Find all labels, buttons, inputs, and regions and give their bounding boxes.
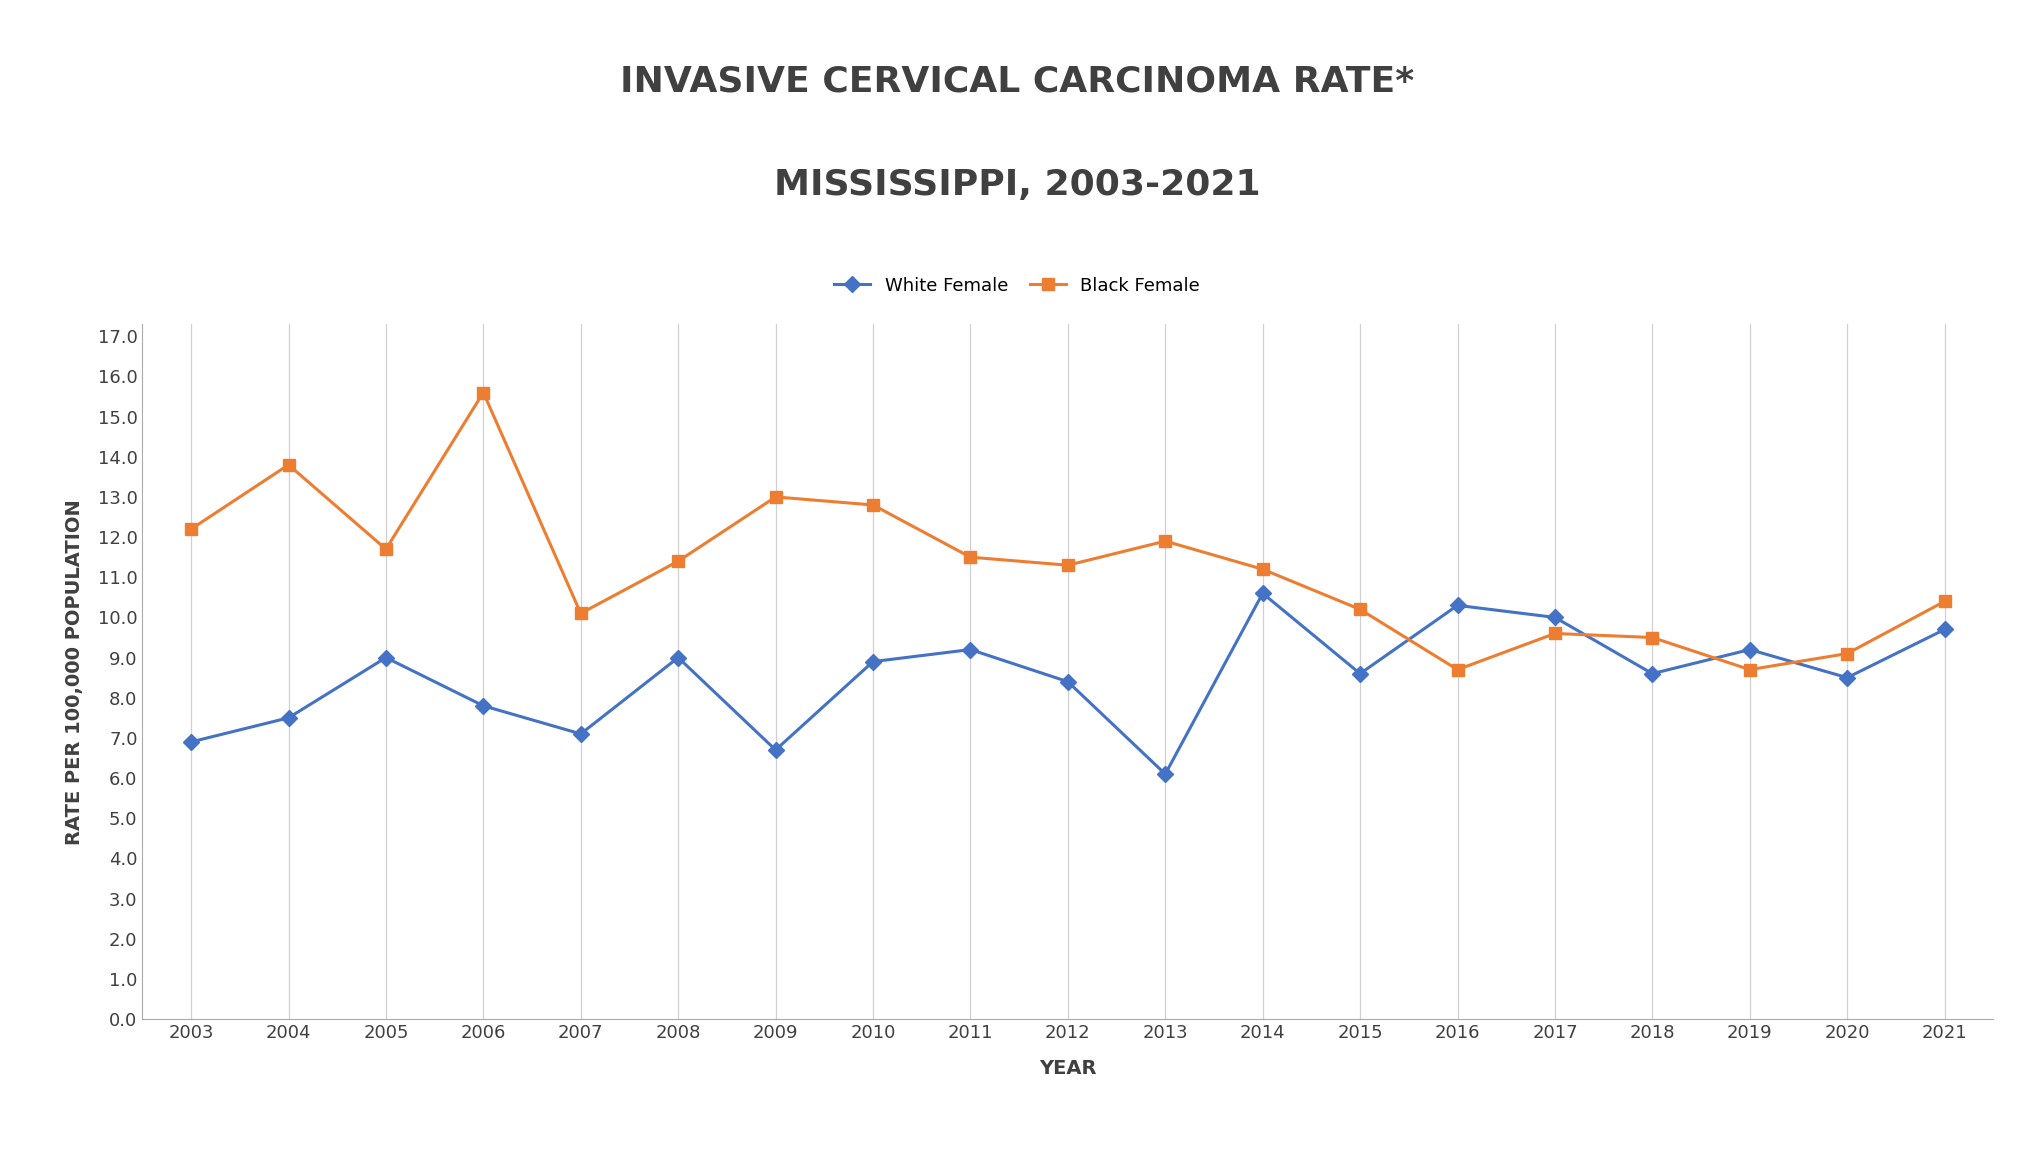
Black Female	[179, 522, 203, 536]
Black Female	[570, 607, 594, 621]
White Female	[1932, 623, 1957, 637]
White Female	[1639, 667, 1664, 681]
Black Female	[1932, 594, 1957, 608]
Black Female	[277, 457, 301, 471]
White Female	[1153, 767, 1178, 780]
White Female	[1251, 586, 1275, 600]
White Female	[1056, 675, 1080, 689]
Black Female	[860, 498, 885, 512]
White Female	[860, 654, 885, 668]
X-axis label: YEAR: YEAR	[1039, 1058, 1096, 1078]
White Female	[763, 743, 787, 757]
White Female	[570, 727, 594, 741]
Black Female	[1349, 602, 1373, 616]
White Female	[1446, 599, 1471, 613]
White Female	[1542, 610, 1566, 624]
Text: MISSISSIPPI, 2003-2021: MISSISSIPPI, 2003-2021	[773, 168, 1261, 203]
Black Female	[1542, 626, 1566, 640]
Black Female	[1737, 662, 1761, 676]
White Female	[1737, 643, 1761, 657]
White Female	[1349, 667, 1373, 681]
Black Female	[665, 555, 690, 569]
Black Female	[763, 490, 787, 504]
Black Female	[374, 542, 399, 556]
White Female	[277, 711, 301, 725]
White Female	[665, 651, 690, 665]
White Female	[1835, 670, 1859, 684]
Line: Black Female: Black Female	[185, 387, 1951, 675]
Black Female	[1835, 646, 1859, 660]
Line: White Female: White Female	[185, 588, 1951, 779]
Black Female	[1056, 558, 1080, 572]
Black Female	[1446, 662, 1471, 676]
Y-axis label: RATE PER 100,000 POPULATION: RATE PER 100,000 POPULATION	[65, 499, 83, 844]
Black Female	[1251, 563, 1275, 577]
Text: INVASIVE CERVICAL CARCINOMA RATE*: INVASIVE CERVICAL CARCINOMA RATE*	[620, 64, 1414, 98]
Black Female	[1153, 534, 1178, 548]
Black Female	[1639, 631, 1664, 645]
Legend: White Female, Black Female: White Female, Black Female	[828, 270, 1206, 302]
White Female	[179, 735, 203, 749]
Black Female	[472, 386, 496, 400]
White Female	[472, 698, 496, 712]
Black Female	[958, 550, 982, 564]
White Female	[374, 651, 399, 665]
White Female	[958, 643, 982, 657]
